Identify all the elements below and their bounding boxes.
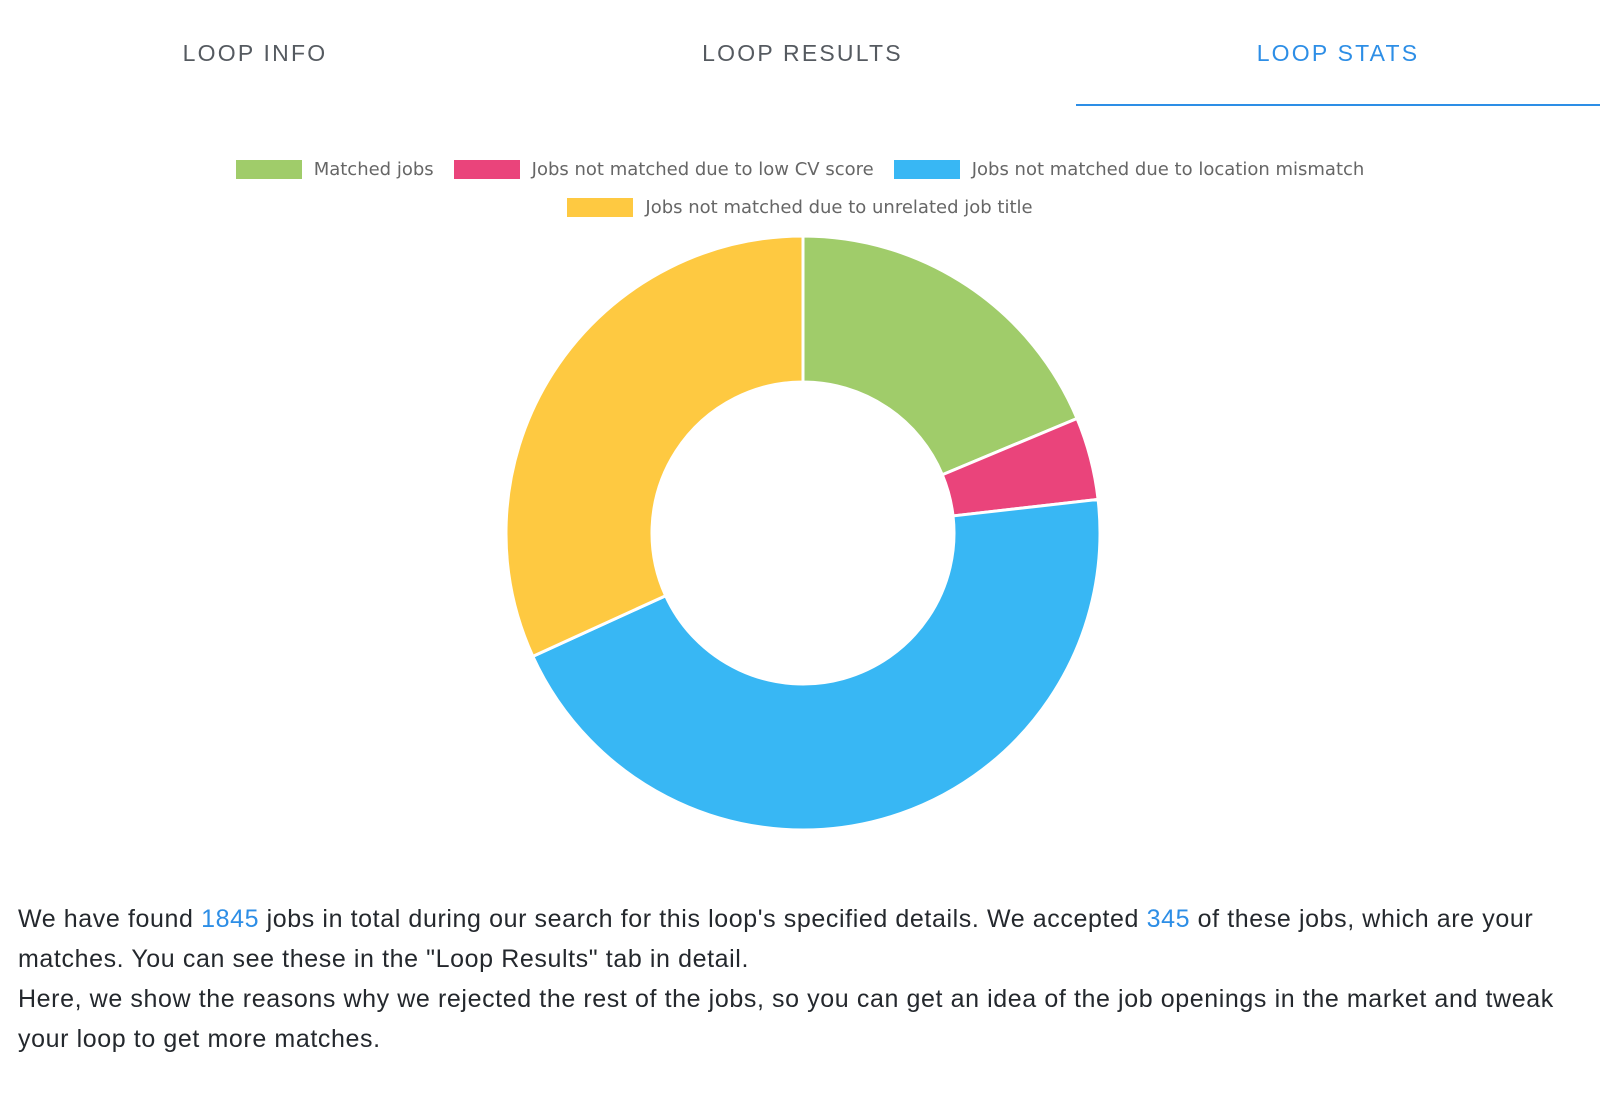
tab-loop-results[interactable]: LOOP RESULTS <box>702 39 903 66</box>
legend-swatch-matched-jobs <box>235 159 302 179</box>
chart-legend: Matched jobs Jobs not matched due to low… <box>0 150 1600 226</box>
legend-swatch-unrelated-job-title <box>567 197 634 217</box>
legend-label-matched-jobs: Matched jobs <box>313 158 434 180</box>
summary-paragraph-1: We have found 1845 jobs in total during … <box>18 905 1534 973</box>
tab-bar: LOOP INFO LOOP RESULTS LOOP STATS <box>0 0 1600 108</box>
active-tab-indicator <box>1076 104 1600 106</box>
donut-slice-matched-jobs[interactable] <box>801 234 1079 477</box>
donut-slice-location-mismatch[interactable] <box>530 497 1102 832</box>
legend-swatch-low-cv-score <box>453 159 520 179</box>
tab-loop-info[interactable]: LOOP INFO <box>182 39 328 66</box>
legend-item-unrelated-job-title[interactable]: Jobs not matched due to unrelated job ti… <box>567 196 1033 218</box>
donut-chart <box>504 234 1102 832</box>
accepted-jobs-count: 345 <box>1146 905 1191 933</box>
legend-row-1: Matched jobs Jobs not matched due to low… <box>0 150 1600 188</box>
legend-label-location-mismatch: Jobs not matched due to location mismatc… <box>971 158 1365 180</box>
legend-label-low-cv-score: Jobs not matched due to low CV score <box>531 158 874 180</box>
legend-row-2: Jobs not matched due to unrelated job ti… <box>0 188 1600 226</box>
legend-item-matched-jobs[interactable]: Matched jobs <box>235 158 434 180</box>
total-jobs-count: 1845 <box>201 905 260 933</box>
legend-label-unrelated-job-title: Jobs not matched due to unrelated job ti… <box>645 196 1033 218</box>
donut-slice-unrelated-job-title[interactable] <box>504 234 805 659</box>
legend-item-location-mismatch[interactable]: Jobs not matched due to location mismatc… <box>893 158 1365 180</box>
summary-paragraph-2: Here, we show the reasons why we rejecte… <box>18 985 1554 1053</box>
legend-item-low-cv-score[interactable]: Jobs not matched due to low CV score <box>453 158 874 180</box>
summary-text: We have found 1845 jobs in total during … <box>18 899 1578 1059</box>
tab-loop-stats[interactable]: LOOP STATS <box>1256 39 1420 66</box>
legend-swatch-location-mismatch <box>893 159 960 179</box>
